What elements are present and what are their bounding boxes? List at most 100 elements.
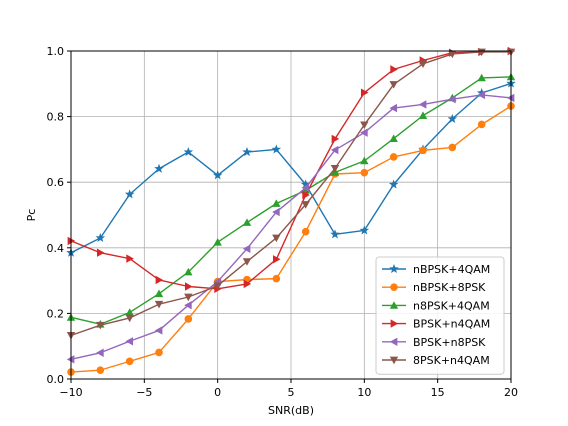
legend-marker: [389, 264, 399, 274]
legend-item: nBPSK+4QAM: [382, 263, 490, 276]
legend-marker: [389, 301, 399, 309]
data-point: [448, 50, 457, 59]
data-point: [272, 255, 281, 264]
data-point: [389, 81, 398, 89]
data-point: [213, 282, 222, 291]
data-point: [184, 267, 193, 276]
series-line-8psk-n4qam: [70, 51, 511, 337]
legend-item: BPSK+n4QAM: [382, 318, 490, 331]
data-point: [418, 100, 427, 109]
data-point: [360, 128, 368, 137]
y-tick-label: 0.6: [47, 176, 65, 189]
legend-label: 8PSK+n4QAM: [413, 354, 490, 367]
data-point: [477, 90, 486, 100]
x-axis-label: SNR(dB): [268, 404, 314, 417]
series-bpsk-n4qam: [67, 46, 516, 293]
y-tick-label: 0.8: [47, 111, 65, 124]
legend: nBPSK+4QAM nBPSK+8PSK n8PSK+4QAM BPSK+n4QAM…: [375, 256, 505, 375]
data-point: [272, 207, 280, 217]
data-point: [243, 279, 252, 289]
y-axis-label: Pc: [25, 209, 38, 222]
legend-item: nBPSK+8PSK: [382, 281, 486, 294]
data-point: [125, 357, 134, 366]
data-point: [418, 60, 428, 68]
data-point: [272, 199, 281, 207]
data-point: [155, 275, 164, 285]
data-point: [301, 227, 310, 236]
data-point: [271, 144, 282, 154]
y-tick-label: 0.2: [47, 307, 65, 320]
data-point: [447, 113, 458, 123]
data-point: [125, 308, 134, 316]
data-point: [360, 156, 369, 165]
data-point: [242, 147, 252, 157]
data-point: [359, 225, 370, 235]
x-tick-label: 15: [431, 386, 445, 399]
data-point: [389, 153, 398, 161]
y-tick-label: 0.4: [47, 242, 65, 255]
data-point: [184, 315, 193, 323]
legend-item: BPSK+n8PSK: [382, 336, 486, 349]
data-point: [419, 146, 427, 155]
data-point: [125, 314, 134, 323]
data-point: [302, 190, 310, 200]
data-point: [300, 179, 311, 189]
series-line-n8psk-4qam: [70, 76, 512, 325]
y-tick-label: 0.0: [47, 373, 65, 386]
legend-label: BPSK+n4QAM: [413, 318, 490, 331]
data-point: [212, 170, 223, 180]
data-point: [96, 248, 105, 257]
data-point: [272, 234, 281, 243]
data-point: [124, 189, 135, 199]
legend-box: [375, 256, 505, 375]
x-tick-label: −5: [136, 386, 152, 399]
data-point: [184, 293, 193, 302]
series-line-nbpsk-8psk: [70, 105, 512, 373]
legend-label: BPSK+n8PSK: [413, 336, 486, 349]
data-point: [448, 143, 457, 152]
y-tick-label: 1.0: [47, 45, 65, 58]
legend-marker: [390, 319, 399, 328]
x-tick-label: 20: [504, 386, 518, 399]
data-point: [476, 87, 487, 98]
data-point: [389, 134, 398, 142]
x-tick-label: 5: [288, 386, 295, 399]
legend-item: 8PSK+n4QAM: [382, 354, 490, 367]
series-line-bpsk-n8psk: [70, 94, 512, 361]
x-tick-label: 0: [214, 386, 221, 399]
data-point: [184, 301, 192, 310]
data-point: [95, 232, 106, 243]
series-line-bpsk-n4qam: [70, 50, 512, 290]
data-point: [301, 183, 310, 192]
data-point: [331, 134, 340, 144]
data-point: [242, 258, 252, 266]
data-point: [184, 282, 193, 291]
series-layer: [66, 46, 516, 376]
data-point: [330, 145, 339, 155]
data-point: [388, 179, 399, 189]
x-tick-label: −10: [59, 386, 82, 399]
data-point: [96, 366, 105, 374]
x-tick-label: 10: [357, 386, 371, 399]
data-point: [154, 326, 163, 335]
data-point: [154, 289, 164, 298]
data-point: [477, 73, 486, 82]
data-point: [360, 168, 369, 177]
data-point: [125, 337, 134, 346]
legend-marker: [389, 337, 398, 346]
data-point: [330, 229, 340, 239]
legend-label: nBPSK+8PSK: [413, 281, 486, 294]
data-point: [213, 238, 222, 246]
data-point: [154, 300, 164, 309]
legend-label: nBPSK+4QAM: [413, 263, 490, 276]
data-point: [301, 201, 310, 209]
data-point: [96, 321, 105, 330]
data-point: [272, 274, 281, 283]
data-point: [389, 103, 398, 113]
legend-item: n8PSK+4QAM: [382, 299, 490, 312]
data-point: [360, 121, 369, 129]
data-point: [477, 120, 486, 129]
data-point: [126, 254, 134, 263]
